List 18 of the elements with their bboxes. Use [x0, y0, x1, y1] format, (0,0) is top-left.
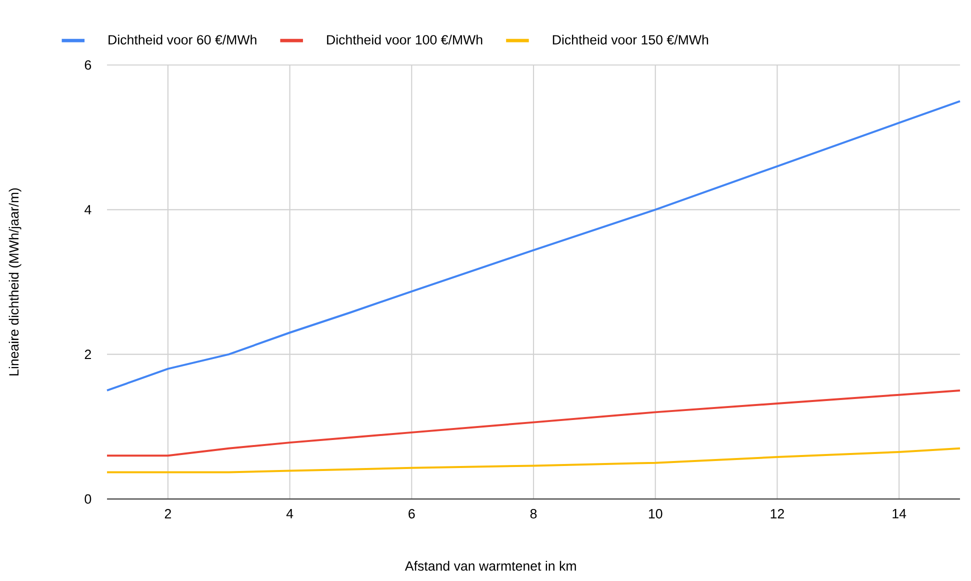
line-series	[106, 389, 962, 457]
x-tick-label: 8	[530, 509, 537, 518]
legend-label: Dichtheid voor 150 €/MWh	[552, 34, 708, 44]
x-tick-label: 2	[164, 509, 171, 518]
x-tick-label: 10	[648, 509, 662, 518]
legend-label: Dichtheid voor 100 €/MWh	[327, 34, 482, 44]
x-tick-label: 12	[770, 509, 784, 518]
x-tick-label: 14	[892, 509, 906, 518]
y-tick-label: 0	[84, 494, 92, 504]
y-tick-label: 2	[84, 350, 91, 359]
y-axis-title: Lineaire dichtheid (MWh/jaar/m)	[8, 188, 22, 376]
x-tick-label: 4	[286, 509, 294, 518]
y-tick-label: 6	[84, 60, 92, 70]
x-axis-title: Afstand van warmtenet in km	[404, 560, 576, 571]
y-tick-label: 4	[84, 205, 92, 214]
legend-label: Dichtheid voor 60 €/MWh	[108, 34, 256, 44]
line-series	[106, 100, 962, 392]
x-tick-label: 6	[408, 509, 415, 518]
